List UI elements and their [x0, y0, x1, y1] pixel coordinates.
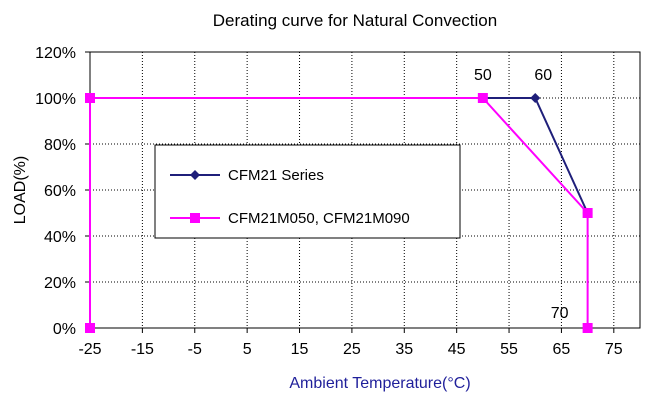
y-tick-label: 100% [35, 91, 76, 108]
legend-label: CFM21 Series [228, 167, 324, 184]
y-axis-title: LOAD(%) [12, 156, 29, 224]
y-tick-label: 40% [44, 229, 76, 246]
chart-title: Derating curve for Natural Convection [213, 11, 497, 30]
legend: CFM21 Series CFM21M050, CFM21M090 [154, 144, 461, 239]
legend-label: CFM21M050, CFM21M090 [228, 210, 410, 227]
x-tick-label: -5 [188, 341, 202, 358]
annotation-label: 70 [551, 305, 569, 322]
y-tick-label: 60% [44, 183, 76, 200]
data-point-square [85, 93, 95, 103]
x-axis-title: Ambient Temperature(°C) [289, 375, 470, 392]
data-point-square [85, 323, 95, 333]
y-tick-label: 80% [44, 137, 76, 154]
annotations: 50 60 70 [474, 67, 569, 322]
x-tick-label: 25 [343, 341, 361, 358]
x-tick-label: 5 [243, 341, 252, 358]
y-tick-label: 0% [53, 321, 76, 338]
series-2 [85, 93, 593, 333]
x-tick-label: 55 [500, 341, 518, 358]
x-tick-label: 35 [395, 341, 413, 358]
y-axis-ticks: 0% 20% 40% 60% 80% 100% 120% [35, 45, 90, 338]
data-point-square [477, 93, 488, 103]
x-axis-ticks: -25 -15 -5 5 15 25 35 45 55 65 75 [78, 328, 623, 358]
y-tick-label: 120% [35, 45, 76, 62]
x-tick-label: -25 [78, 341, 101, 358]
x-tick-label: 15 [291, 341, 309, 358]
y-tick-label: 20% [44, 275, 76, 292]
annotation-label: 60 [534, 67, 552, 84]
legend-square-marker [190, 213, 200, 223]
data-point-square [582, 323, 593, 333]
series-layer [85, 93, 593, 333]
x-tick-label: -15 [131, 341, 154, 358]
legend-box [154, 144, 461, 239]
data-point-diamond [530, 93, 541, 103]
legend-diamond-marker [190, 170, 200, 180]
x-tick-label: 45 [448, 341, 466, 358]
x-tick-label: 75 [605, 341, 623, 358]
x-tick-label: 65 [553, 341, 571, 358]
annotation-label: 50 [474, 67, 492, 84]
data-point-square [582, 208, 593, 218]
